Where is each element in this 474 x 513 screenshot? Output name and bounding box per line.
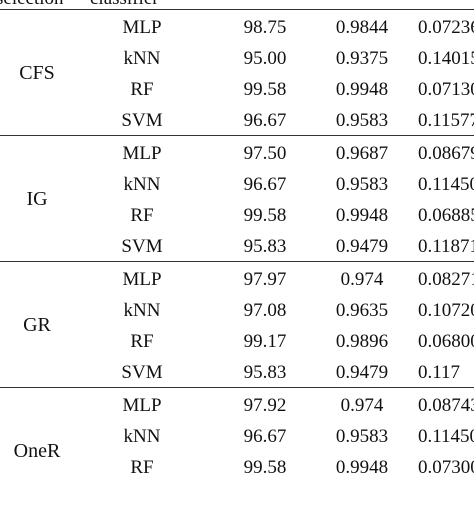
cell-accuracy: 96.67	[243, 174, 287, 195]
cell-accuracy: 98.75	[243, 17, 287, 38]
group-3: OneR MLP 97.92 0.974 0.08743 kNN 96.67 0.9583 0.…	[0, 387, 474, 513]
cell-classifier: kNN	[123, 300, 161, 321]
table-row: kNN 96.67 0.9583 0.11450	[0, 421, 474, 452]
header-feature-selection: selection	[0, 0, 64, 9]
header-classifier: classifier	[90, 0, 159, 9]
cell-value-2: 0.9948	[335, 79, 389, 100]
cell-classifier: RF	[130, 79, 154, 100]
cell-accuracy: 97.50	[243, 143, 287, 164]
group-1: IG MLP 97.50 0.9687 0.08679 kNN 96.67 0.9583 0.1…	[0, 135, 474, 261]
cell-value-3: 0.117	[418, 362, 461, 383]
group-0: CFS MLP 98.75 0.9844 0.07236 kNN 95.00 0.9375 0.…	[0, 9, 474, 135]
cell-classifier: RF	[130, 457, 154, 478]
cell-value-3: 0.07300	[418, 457, 474, 478]
cell-accuracy: 97.92	[243, 395, 287, 416]
table-row: kNN 97.08 0.9635 0.10720	[0, 295, 474, 326]
cell-value-3: 0.08679	[418, 143, 474, 164]
cell-classifier: kNN	[123, 174, 161, 195]
cell-value-3: 0.11871	[418, 236, 474, 257]
cell-accuracy: 99.58	[243, 205, 287, 226]
cell-value-3: 0.08271	[418, 269, 474, 290]
cell-value-2: 0.9583	[335, 174, 389, 195]
cell-value-3: 0.10720	[418, 300, 474, 321]
table-body: CFS MLP 98.75 0.9844 0.07236 kNN 95.00 0.9375 0.…	[0, 9, 474, 513]
group-label: OneR	[13, 439, 61, 462]
table-row: RF 99.58 0.9948 0.06885	[0, 200, 474, 231]
table-row: kNN 95.00 0.9375 0.14015	[0, 43, 474, 74]
cell-accuracy: 96.67	[243, 426, 287, 447]
cell-classifier: kNN	[123, 48, 161, 69]
cell-value-2: 0.9375	[335, 48, 389, 69]
cell-accuracy: 99.58	[243, 79, 287, 100]
cell-classifier: RF	[130, 205, 154, 226]
cell-value-3: 0.06885	[418, 205, 474, 226]
cell-value-3: 0.06800	[418, 331, 474, 352]
cell-value-3: 0.08743	[418, 395, 474, 416]
group-label: CFS	[19, 61, 55, 84]
table-row: RF 99.58 0.9948 0.07130	[0, 74, 474, 105]
cell-value-2: 0.9635	[335, 300, 389, 321]
cell-value-2: 0.974	[340, 269, 384, 290]
cell-value-2: 0.9948	[335, 457, 389, 478]
cell-accuracy: 95.83	[243, 362, 287, 383]
cell-value-2: 0.9583	[335, 426, 389, 447]
group-label: IG	[26, 187, 48, 210]
cell-classifier: MLP	[122, 143, 162, 164]
cell-value-3: 0.11577	[418, 110, 474, 131]
cell-accuracy: 95.00	[243, 48, 287, 69]
cell-accuracy: 97.97	[243, 269, 287, 290]
table-row: SVM 95.83 0.9479 0.117	[0, 357, 474, 388]
cell-value-2: 0.9479	[335, 362, 389, 383]
cell-value-2: 0.974	[340, 395, 384, 416]
table-row: MLP 97.97 0.974 0.08271	[0, 264, 474, 295]
group-2: GR MLP 97.97 0.974 0.08271 kNN 97.08 0.9635 0.10…	[0, 261, 474, 387]
cell-accuracy: 95.83	[243, 236, 287, 257]
table-row: MLP 98.75 0.9844 0.07236	[0, 12, 474, 43]
cell-value-2: 0.9948	[335, 205, 389, 226]
table-header: selection classifier	[0, 0, 474, 9]
cell-value-3: 0.07236	[418, 17, 474, 38]
cell-value-2: 0.9687	[335, 143, 389, 164]
cell-value-3: 0.14015	[418, 48, 474, 69]
cell-classifier: MLP	[122, 395, 162, 416]
cell-value-2: 0.9844	[335, 17, 389, 38]
cell-value-2: 0.9583	[335, 110, 389, 131]
table-row: RF 99.58 0.9948 0.07300	[0, 452, 474, 483]
cell-value-3: 0.11450	[418, 426, 474, 447]
cell-value-3: 0.07130	[418, 79, 474, 100]
table-row: MLP 97.50 0.9687 0.08679	[0, 138, 474, 169]
cell-classifier: kNN	[123, 426, 161, 447]
cell-classifier: MLP	[122, 269, 162, 290]
cell-value-2: 0.9896	[335, 331, 389, 352]
cell-classifier: SVM	[121, 110, 163, 131]
cell-classifier: RF	[130, 331, 154, 352]
group-label: GR	[23, 313, 51, 336]
cell-classifier: SVM	[121, 236, 163, 257]
cell-value-3: 0.11450	[418, 174, 474, 195]
cell-classifier: MLP	[122, 17, 162, 38]
table-row: SVM 95.83 0.9479 0.11871	[0, 231, 474, 262]
cell-accuracy: 96.67	[243, 110, 287, 131]
table-row: MLP 97.92 0.974 0.08743	[0, 390, 474, 421]
table-row: SVM 96.67 0.9583 0.11577	[0, 105, 474, 136]
cell-accuracy: 99.58	[243, 457, 287, 478]
cell-accuracy: 97.08	[243, 300, 287, 321]
table-row: kNN 96.67 0.9583 0.11450	[0, 169, 474, 200]
cell-accuracy: 99.17	[243, 331, 287, 352]
cell-value-2: 0.9479	[335, 236, 389, 257]
cell-classifier: SVM	[121, 362, 163, 383]
table-row: RF 99.17 0.9896 0.06800	[0, 326, 474, 357]
